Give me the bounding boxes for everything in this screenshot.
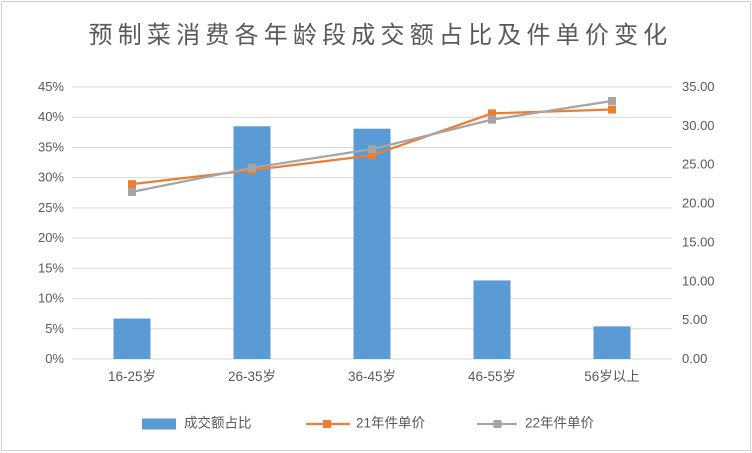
svg-text:成交额占比: 成交额占比 — [184, 415, 252, 431]
svg-text:36-45岁: 36-45岁 — [348, 369, 396, 384]
svg-text:5%: 5% — [45, 321, 64, 336]
svg-text:30.00: 30.00 — [682, 118, 715, 133]
svg-text:35.00: 35.00 — [682, 79, 715, 94]
svg-text:0%: 0% — [45, 351, 64, 366]
svg-text:25%: 25% — [38, 200, 64, 215]
svg-text:20.00: 20.00 — [682, 196, 715, 211]
svg-text:35%: 35% — [38, 139, 64, 154]
svg-text:30%: 30% — [38, 170, 64, 185]
svg-text:21年件单价: 21年件单价 — [356, 416, 426, 431]
svg-text:26-35岁: 26-35岁 — [228, 369, 276, 384]
svg-text:16-25岁: 16-25岁 — [108, 369, 156, 384]
svg-text:22年件单价: 22年件单价 — [525, 416, 595, 431]
svg-text:15.00: 15.00 — [682, 234, 715, 249]
svg-text:10%: 10% — [38, 291, 64, 306]
svg-text:25.00: 25.00 — [682, 157, 715, 172]
svg-text:0.00: 0.00 — [682, 351, 707, 366]
svg-text:45%: 45% — [38, 79, 64, 94]
svg-text:20%: 20% — [38, 230, 64, 245]
svg-text:56岁以上: 56岁以上 — [584, 369, 640, 384]
svg-text:40%: 40% — [38, 109, 64, 124]
svg-text:46-55岁: 46-55岁 — [468, 369, 516, 384]
svg-text:15%: 15% — [38, 260, 64, 275]
svg-text:5.00: 5.00 — [682, 312, 707, 327]
svg-text:10.00: 10.00 — [682, 273, 715, 288]
